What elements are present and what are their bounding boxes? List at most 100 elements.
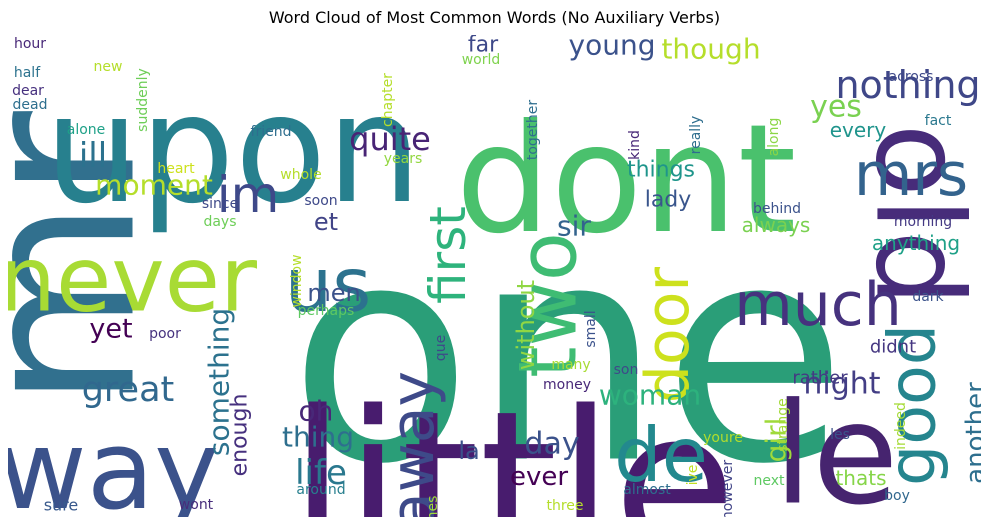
word-yet: yet bbox=[89, 314, 132, 345]
word-night: night bbox=[803, 367, 880, 402]
word-however: however bbox=[720, 460, 736, 517]
word-dear: dear bbox=[12, 83, 44, 99]
word-things: things bbox=[627, 158, 695, 183]
word-son: son bbox=[614, 362, 639, 378]
word-lady: lady bbox=[645, 188, 692, 213]
word-together: together bbox=[525, 100, 541, 161]
word-dark: dark bbox=[912, 289, 944, 305]
word-without: without bbox=[512, 280, 540, 370]
word-le: le bbox=[773, 374, 898, 518]
word-life: life bbox=[295, 453, 347, 493]
word-youre: youre bbox=[703, 430, 743, 446]
word-chapter: chapter bbox=[380, 73, 396, 127]
word-quite: quite bbox=[349, 120, 431, 158]
word-woman: woman bbox=[599, 379, 701, 412]
word-window: window bbox=[289, 254, 305, 307]
word-behind: behind bbox=[753, 201, 801, 217]
word-every: every bbox=[830, 118, 887, 142]
word-one: one bbox=[289, 181, 847, 518]
word-girl: girl bbox=[760, 418, 793, 463]
word-across: across bbox=[889, 69, 934, 85]
word-dead: dead bbox=[13, 97, 48, 113]
word-soon: soon bbox=[304, 193, 337, 209]
word-upon: upon bbox=[44, 63, 421, 237]
word-rather: rather bbox=[792, 368, 848, 389]
word-anything: anything bbox=[872, 231, 960, 255]
word-far: far bbox=[468, 35, 499, 58]
word-something: something bbox=[203, 308, 236, 456]
word-young: young bbox=[569, 35, 656, 62]
word-boy: boy bbox=[884, 488, 910, 504]
word-alone: alone bbox=[67, 122, 106, 138]
word-la: la bbox=[458, 437, 479, 465]
word-two: two bbox=[502, 232, 595, 378]
word-first: first bbox=[419, 206, 477, 304]
word-always: always bbox=[742, 213, 811, 237]
word-didnt: didnt bbox=[870, 337, 916, 358]
word-que: que bbox=[433, 335, 449, 361]
word-many: many bbox=[551, 357, 590, 373]
word-oh: oh bbox=[299, 395, 334, 428]
word-hour: hour bbox=[14, 36, 46, 52]
word-et: et bbox=[314, 208, 338, 236]
word-de: de bbox=[614, 411, 708, 499]
word-since: since bbox=[202, 196, 238, 212]
word-small: small bbox=[583, 310, 599, 347]
word-almost: almost bbox=[623, 482, 671, 498]
word-money: money bbox=[543, 377, 591, 393]
word-half: half bbox=[14, 65, 41, 81]
word-indeed: indeed bbox=[893, 402, 909, 450]
word-much: much bbox=[734, 270, 902, 340]
word-door: door bbox=[633, 267, 703, 404]
word-never: never bbox=[8, 228, 257, 333]
word-yes: yes bbox=[810, 90, 862, 125]
word-ever: ever bbox=[510, 462, 568, 492]
word-us: us bbox=[285, 241, 372, 329]
word-years: years bbox=[384, 151, 423, 167]
word-heart: heart bbox=[157, 161, 195, 177]
word-enough: enough bbox=[228, 394, 253, 477]
word-men: men bbox=[307, 279, 360, 307]
word-mrs: mrs bbox=[854, 140, 968, 210]
word-strange: strange bbox=[775, 398, 791, 452]
word-way: way bbox=[8, 406, 219, 517]
word-ill: ill bbox=[79, 136, 107, 176]
word-hes: hes bbox=[425, 496, 441, 517]
word-kind: kind bbox=[627, 130, 643, 160]
word-great: great bbox=[82, 370, 175, 410]
word-wont: wont bbox=[179, 497, 214, 513]
word-ive: ive bbox=[685, 465, 701, 486]
word-sir: sir bbox=[557, 210, 591, 243]
word-new: new bbox=[94, 59, 123, 75]
word-little: little bbox=[290, 369, 737, 518]
word-next: next bbox=[753, 473, 785, 489]
word-another: another bbox=[961, 382, 981, 484]
word-fact: fact bbox=[925, 113, 952, 129]
word-days: days bbox=[203, 214, 236, 230]
word-mr: mr bbox=[8, 110, 184, 408]
word-poor: poor bbox=[149, 326, 181, 342]
word-perhaps: perhaps bbox=[298, 303, 355, 319]
word-suddenly: suddenly bbox=[135, 68, 151, 132]
word-away: away bbox=[378, 371, 448, 517]
word-along: along bbox=[766, 118, 782, 157]
word-les: les bbox=[830, 427, 850, 443]
word-around: around bbox=[296, 482, 345, 498]
chart-title: Word Cloud of Most Common Words (No Auxi… bbox=[268, 8, 721, 27]
word-though: though bbox=[661, 35, 760, 66]
word-three: three bbox=[546, 498, 583, 514]
word-old: old bbox=[849, 124, 982, 307]
word-really: really bbox=[688, 116, 704, 155]
word-moment: moment bbox=[95, 169, 213, 202]
word-thing: thing bbox=[282, 421, 354, 454]
word-thats: thats bbox=[835, 466, 886, 490]
word-morning: morning bbox=[894, 214, 952, 230]
word-friend: friend bbox=[251, 124, 292, 140]
word-day: day bbox=[524, 427, 579, 462]
word-whole: whole bbox=[280, 167, 321, 183]
word-good: good bbox=[876, 324, 951, 486]
word-dont: dont bbox=[456, 93, 797, 267]
word-world: world bbox=[462, 52, 501, 68]
word-sure: sure bbox=[44, 496, 79, 515]
